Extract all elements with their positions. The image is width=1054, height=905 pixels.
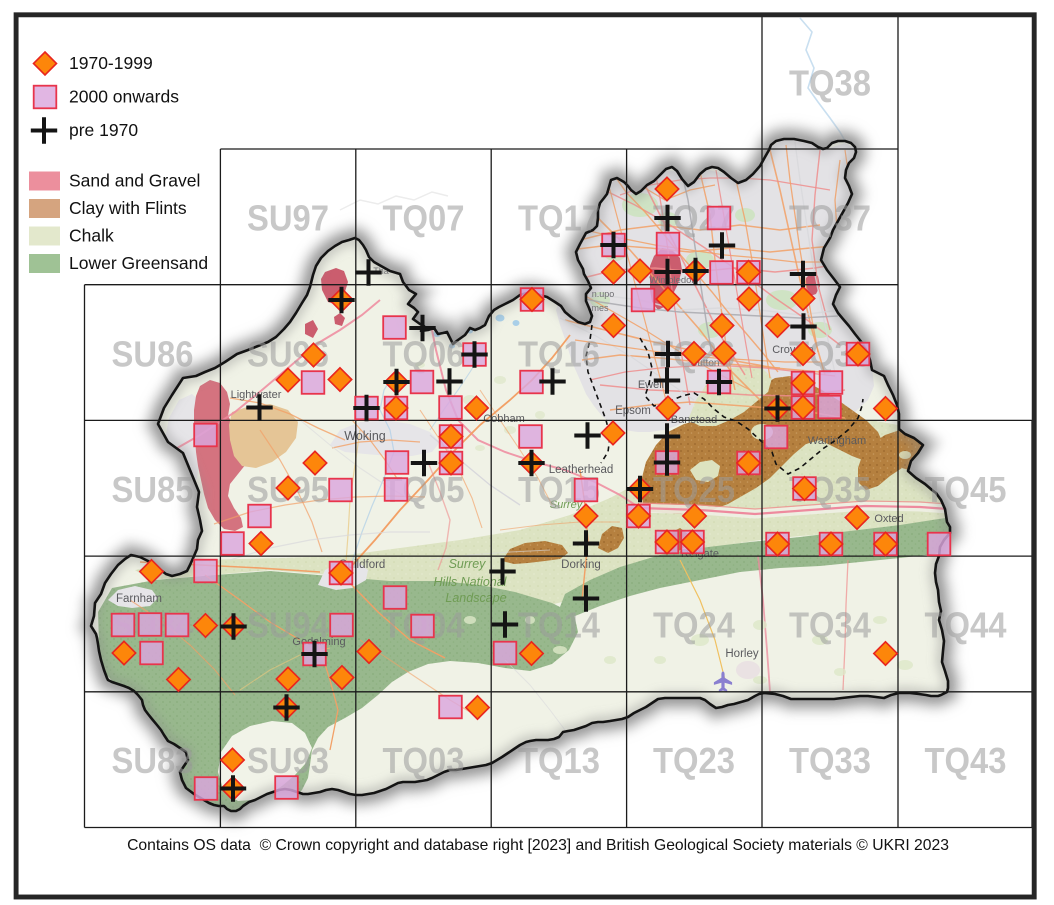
svg-text:SU83: SU83	[112, 740, 194, 781]
svg-text:Sand and Gravel: Sand and Gravel	[69, 171, 200, 191]
svg-text:Surrey: Surrey	[449, 557, 487, 571]
svg-text:TQ23: TQ23	[653, 740, 735, 781]
svg-text:TQ24: TQ24	[653, 604, 736, 645]
svg-text:SU97: SU97	[247, 197, 329, 238]
svg-text:TQ44: TQ44	[925, 604, 1008, 645]
svg-text:Horley: Horley	[725, 648, 758, 660]
svg-text:Cobham: Cobham	[483, 413, 525, 425]
svg-text:Leatherhead: Leatherhead	[549, 464, 614, 476]
svg-text:TQ03: TQ03	[383, 740, 465, 781]
svg-text:Farnham: Farnham	[116, 593, 162, 605]
svg-text:TQ33: TQ33	[789, 740, 871, 781]
svg-text:Clay with Flints: Clay with Flints	[69, 198, 187, 218]
svg-text:Chalk: Chalk	[69, 226, 114, 246]
svg-text:Contains OS data © Crown copy: Contains OS data © Crown copyright and d…	[127, 837, 949, 854]
svg-text:pre 1970: pre 1970	[69, 120, 138, 140]
svg-text:SU85: SU85	[112, 469, 194, 510]
svg-text:Lightwater: Lightwater	[231, 389, 282, 401]
svg-text:TQ38: TQ38	[789, 62, 871, 103]
svg-text:Woking: Woking	[344, 429, 386, 443]
svg-text:TQ13: TQ13	[518, 740, 600, 781]
svg-text:Lower Greensand: Lower Greensand	[69, 253, 208, 273]
svg-text:SU93: SU93	[247, 740, 329, 781]
svg-text:Sutton: Sutton	[691, 358, 720, 369]
svg-text:TQ34: TQ34	[789, 604, 872, 645]
svg-text:Wimbledon: Wimbledon	[649, 275, 697, 286]
svg-text:Hills National: Hills National	[434, 575, 508, 589]
svg-text:Epsom: Epsom	[615, 405, 651, 417]
svg-text:TQ43: TQ43	[925, 740, 1007, 781]
svg-text:TQ14: TQ14	[518, 604, 601, 645]
svg-text:Warlingham: Warlingham	[808, 435, 866, 447]
svg-text:TQ37: TQ37	[789, 197, 871, 238]
svg-text:2000 onwards: 2000 onwards	[69, 87, 179, 107]
svg-text:Landscape: Landscape	[445, 591, 506, 605]
svg-text:TQ45: TQ45	[925, 469, 1007, 510]
svg-text:n.upo: n.upo	[592, 289, 615, 299]
svg-text:mes: mes	[591, 303, 609, 313]
svg-text:TQ16: TQ16	[518, 333, 600, 374]
svg-text:TQ17: TQ17	[518, 197, 600, 238]
svg-text:TQ07: TQ07	[383, 197, 465, 238]
svg-text:Dorking: Dorking	[561, 559, 601, 571]
svg-text:1970-1999: 1970-1999	[69, 53, 153, 73]
svg-text:SU86: SU86	[112, 333, 194, 374]
svg-text:SU94: SU94	[247, 604, 330, 645]
svg-text:Oxted: Oxted	[874, 513, 903, 525]
